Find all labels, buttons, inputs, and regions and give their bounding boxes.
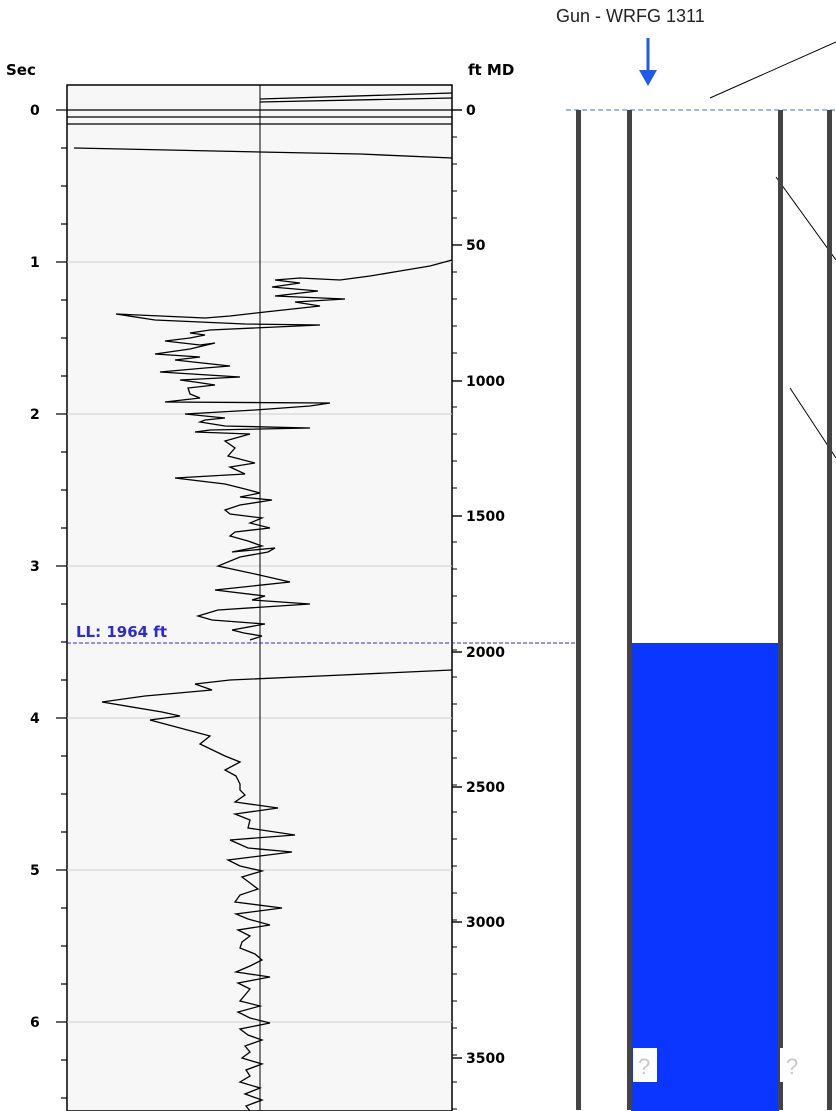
ft-tick-label: 1000 <box>466 374 505 390</box>
sec-tick-label: 6 <box>30 1015 40 1031</box>
trace-lower-section <box>101 669 453 1111</box>
ft-axis: 0 50 1000 1500 2000 2500 3000 3500 <box>452 103 505 1110</box>
trace-surface-lines <box>67 92 453 125</box>
ft-tick-label: 3500 <box>466 1051 505 1067</box>
ft-tick-label: 2500 <box>466 780 505 796</box>
ft-tick-label: 50 <box>466 238 486 254</box>
ft-tick-label: 0 <box>466 103 476 119</box>
tubing-wall-right <box>778 110 783 1110</box>
ft-tick-label: 3000 <box>466 915 505 931</box>
unknown-marker-right-bg <box>780 1048 806 1082</box>
gun-arrow-icon <box>639 38 657 86</box>
left-axis-label: Sec <box>6 61 36 79</box>
fluid-column <box>631 643 779 1111</box>
tubing-wall-left <box>627 110 632 1110</box>
gun-label: Gun - WRFG 1311 <box>556 6 705 26</box>
sec-tick-label: 3 <box>30 559 40 575</box>
ft-tick-label: 2000 <box>466 645 505 661</box>
sec-tick-label: 2 <box>30 407 40 423</box>
acoustic-trace-chart: Sec ft MD 0 1 2 3 4 5 6 0 50 1000 1500 2000 2500 300… <box>6 61 580 1111</box>
unknown-marker-left-bg <box>633 1048 657 1082</box>
casing-wall-right <box>827 110 832 1110</box>
liquid-level-label-bg <box>72 622 232 640</box>
acoustic-trace <box>67 92 453 1111</box>
right-axis-label: ft MD <box>468 61 514 79</box>
trace-collar-kick <box>73 147 453 159</box>
callout-line-surface <box>709 41 836 99</box>
sec-tick-label: 4 <box>30 711 40 727</box>
unknown-marker-left: ? <box>638 1054 650 1079</box>
unknown-marker-right: ? <box>786 1054 798 1079</box>
sec-tick-label: 5 <box>30 863 40 879</box>
wellbore-diagram: Gun - WRFG 1311 ? ? <box>556 6 836 1111</box>
ft-tick-label: 1500 <box>466 509 505 525</box>
sec-tick-label: 0 <box>30 103 40 119</box>
callout-line-tubing <box>775 176 836 261</box>
trace-upper-section <box>115 259 453 641</box>
casing-wall-left <box>576 110 581 1110</box>
liquid-level-label: LL: 1964 ft <box>76 623 167 641</box>
sec-tick-label: 1 <box>30 255 40 271</box>
sec-axis: 0 1 2 3 4 5 6 <box>30 103 67 1099</box>
